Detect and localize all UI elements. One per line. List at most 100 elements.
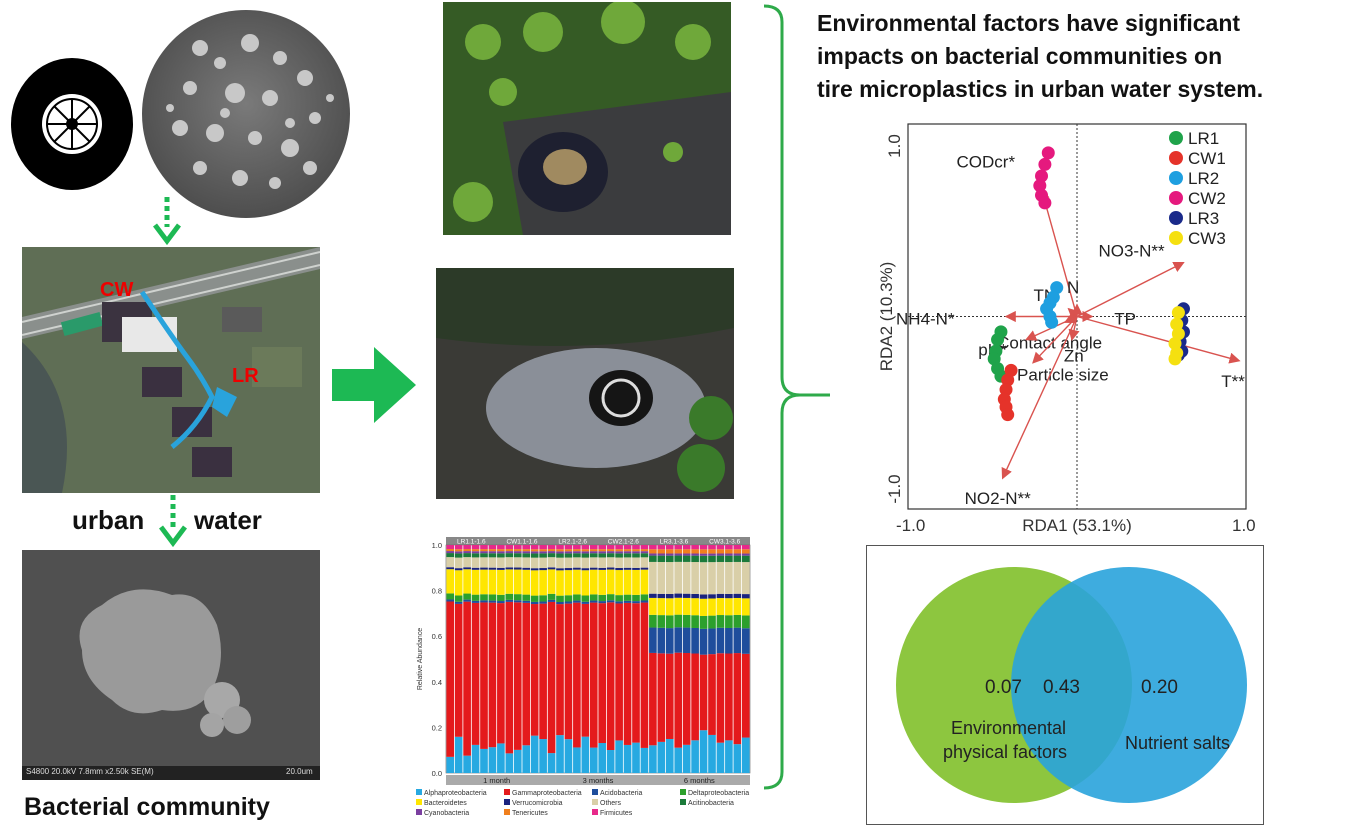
bar-segment bbox=[708, 562, 716, 595]
bar-segment bbox=[497, 549, 505, 552]
sample-point-cw3 bbox=[1170, 317, 1184, 331]
bar-segment bbox=[522, 745, 531, 773]
bar-plot-frame bbox=[445, 544, 751, 774]
bar-segment bbox=[463, 551, 471, 554]
bar-segment bbox=[581, 557, 590, 569]
bar-segment bbox=[674, 627, 683, 653]
bar-segment bbox=[741, 594, 750, 599]
bar-segment bbox=[564, 739, 573, 773]
bar-legend-label: Bacteroidetes bbox=[424, 800, 467, 807]
bar-segment bbox=[539, 570, 547, 596]
venn-right-label: Nutrient salts bbox=[1125, 733, 1231, 753]
bar-segment bbox=[581, 568, 590, 571]
bar-legend-swatch bbox=[416, 789, 422, 795]
bar-segment bbox=[454, 557, 463, 569]
bar-segment bbox=[623, 553, 632, 558]
bar-segment bbox=[522, 602, 531, 746]
bar-segment bbox=[708, 594, 716, 599]
bar-segment bbox=[615, 567, 623, 571]
time-group-label: 3 months bbox=[583, 776, 614, 785]
bar-segment bbox=[725, 562, 733, 594]
bar-segment bbox=[547, 593, 556, 600]
bar-segment bbox=[564, 570, 573, 596]
bar-segment bbox=[556, 553, 564, 558]
map-label-cw: CW bbox=[100, 279, 134, 301]
legend-label: LR3 bbox=[1188, 209, 1219, 228]
main-title-line-1: Environmental factors have significant bbox=[817, 10, 1241, 36]
bar-segment bbox=[480, 551, 488, 554]
bar-segment bbox=[725, 598, 733, 616]
legend-marker bbox=[1169, 171, 1183, 185]
bar-segment bbox=[632, 545, 640, 550]
bar-segment bbox=[471, 567, 480, 570]
bar-segment bbox=[674, 553, 683, 556]
bar-segment bbox=[530, 557, 539, 569]
bar-segment bbox=[505, 551, 514, 554]
bar-segment bbox=[716, 555, 725, 562]
bar-segment bbox=[463, 593, 471, 600]
bar-segment bbox=[573, 602, 581, 748]
venn-right-circle bbox=[1011, 567, 1247, 803]
bar-legend-swatch bbox=[592, 809, 598, 815]
bar-segment bbox=[623, 744, 632, 773]
x-tick-label: -1.0 bbox=[896, 516, 925, 535]
bar-segment bbox=[463, 567, 471, 570]
bar-segment bbox=[446, 545, 455, 550]
bar-segment bbox=[623, 551, 632, 554]
bar-segment bbox=[488, 549, 497, 552]
bar-y-axis-label: Relative Abundance bbox=[417, 628, 424, 690]
bar-segment bbox=[665, 738, 674, 773]
bar-segment bbox=[623, 567, 632, 570]
bar-segment bbox=[581, 549, 590, 552]
bar-segment bbox=[741, 653, 750, 738]
vector-arrow bbox=[1001, 316, 1078, 480]
bar-legend-label: Deltaproteobacteria bbox=[688, 790, 749, 797]
vector-label: CODcr* bbox=[957, 152, 1016, 171]
bar-segment bbox=[649, 545, 657, 550]
bar-segment bbox=[615, 601, 623, 604]
bar-segment bbox=[615, 603, 623, 741]
legend-label: LR1 bbox=[1188, 129, 1219, 148]
bar-segment bbox=[665, 545, 674, 550]
bar-segment bbox=[564, 545, 573, 550]
bar-segment bbox=[640, 602, 649, 748]
bar-segment bbox=[623, 557, 632, 568]
bar-segment bbox=[530, 553, 539, 558]
bar-segment bbox=[480, 569, 488, 595]
sample-point-cw1 bbox=[1001, 373, 1015, 387]
bar-segment bbox=[665, 594, 674, 599]
bar-segment bbox=[699, 654, 708, 731]
bar-segment bbox=[632, 567, 640, 570]
bar-segment bbox=[497, 603, 505, 744]
bar-segment bbox=[632, 601, 640, 604]
bar-segment bbox=[573, 600, 581, 603]
bar-segment bbox=[632, 553, 640, 558]
bar-segment bbox=[741, 598, 750, 616]
bar-segment bbox=[446, 599, 455, 602]
bar-segment bbox=[725, 627, 733, 654]
group-header-label: LR3.1-3.6 bbox=[660, 539, 689, 546]
bar-segment bbox=[665, 653, 674, 739]
bar-segment bbox=[725, 653, 733, 741]
bar-segment bbox=[741, 545, 750, 550]
legend-label: CW1 bbox=[1188, 149, 1226, 168]
bar-segment bbox=[454, 570, 463, 596]
bar-segment bbox=[640, 553, 649, 558]
bar-segment bbox=[699, 615, 708, 629]
bar-legend-swatch bbox=[504, 809, 510, 815]
urban-label: urban bbox=[72, 505, 145, 535]
bar-segment bbox=[640, 600, 649, 603]
bar-segment bbox=[488, 567, 497, 570]
bar-segment bbox=[725, 553, 733, 556]
bar-segment bbox=[657, 561, 666, 594]
bar-segment bbox=[547, 569, 556, 594]
vector-label: NO2-N** bbox=[965, 489, 1032, 508]
bar-segment bbox=[615, 553, 623, 558]
bar-segment bbox=[682, 593, 691, 598]
bar-segment bbox=[564, 557, 573, 569]
bar-segment bbox=[556, 551, 564, 554]
bar-segment bbox=[564, 553, 573, 558]
bar-segment bbox=[505, 549, 514, 552]
bar-segment bbox=[699, 545, 708, 550]
bar-segment bbox=[708, 654, 716, 735]
